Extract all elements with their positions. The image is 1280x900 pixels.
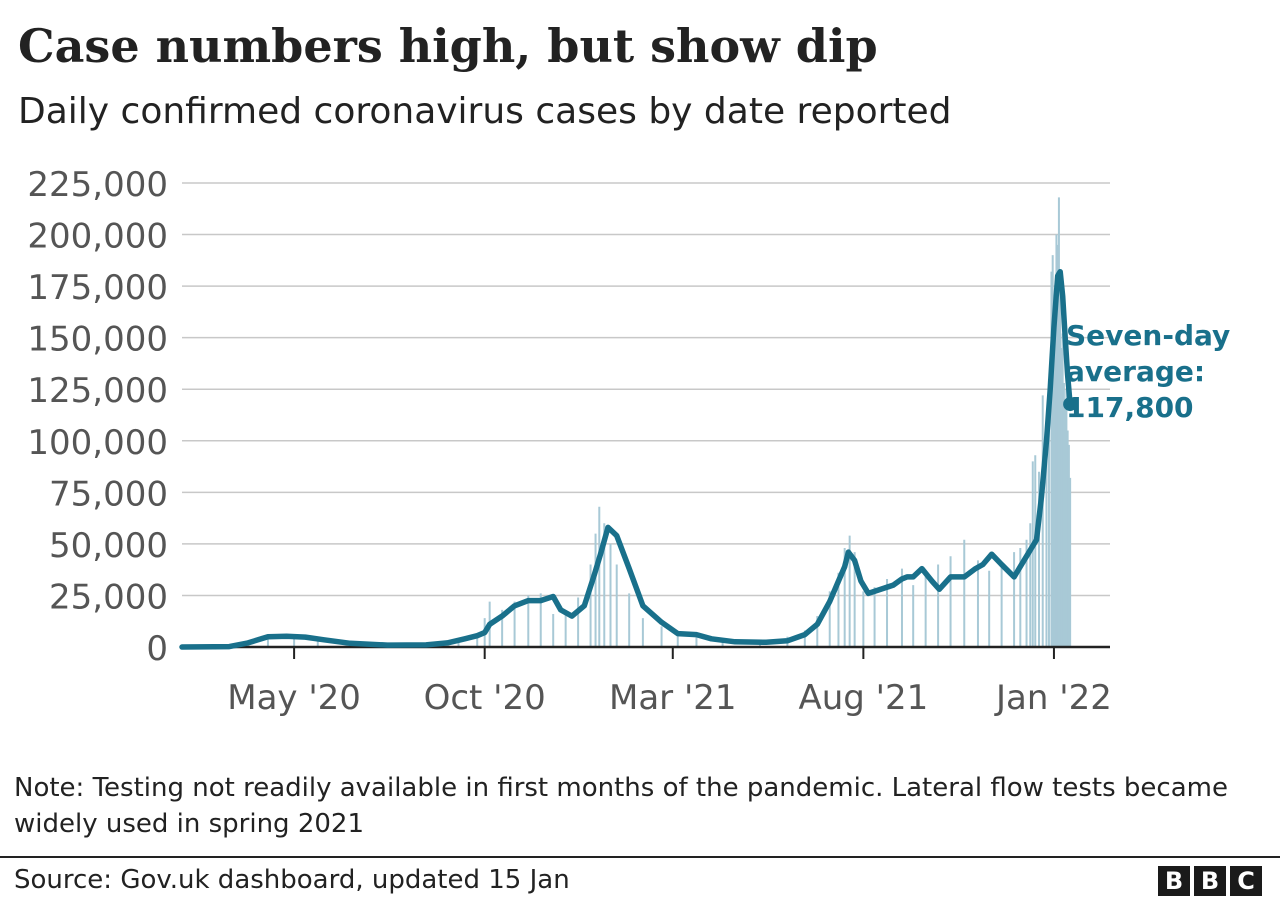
y-tick-label: 25,000 [49, 577, 168, 617]
y-tick-label: 175,000 [27, 268, 168, 308]
footer-divider [0, 856, 1280, 858]
x-tick-label: May '20 [227, 678, 361, 718]
y-tick-label: 200,000 [27, 217, 168, 257]
annotation-line-3: 117,800 [1066, 391, 1194, 424]
bbc-logo: B B C [1158, 866, 1262, 896]
axes: 0 25,000 50,000 75,000 100,000 125,000 150,000… [27, 165, 1111, 718]
chart-title: Case numbers high, but show dip [18, 19, 878, 73]
chart: 0 25,000 50,000 75,000 100,000 125,000 150,000… [27, 165, 1111, 718]
x-tick-label: Aug '21 [798, 678, 928, 718]
seven-day-average-line [179, 268, 1078, 650]
logo-letter: B [1158, 866, 1190, 896]
seven-day-average-path [179, 268, 1073, 650]
source-text: Source: Gov.uk dashboard, updated 15 Jan [14, 865, 570, 895]
chart-subtitle: Daily confirmed coronavirus cases by dat… [18, 91, 952, 132]
annotation-line-1: Seven-day [1066, 319, 1231, 352]
footnote: Note: Testing not readily available in f… [14, 773, 1228, 839]
y-tick-label: 225,000 [27, 165, 168, 205]
annotation-line-2: average: [1066, 355, 1206, 388]
y-tick-label: 100,000 [27, 423, 168, 463]
x-tick-label: Mar '21 [609, 678, 737, 718]
y-tick-label: 150,000 [27, 320, 168, 360]
x-tick-label: Oct '20 [424, 678, 546, 718]
logo-letter: B [1194, 866, 1226, 896]
latest-value-marker [1063, 397, 1078, 412]
x-tick-label: Jan '22 [994, 678, 1112, 718]
y-tick-label: 75,000 [49, 474, 168, 514]
logo-letter: C [1230, 866, 1262, 896]
y-tick-label: 125,000 [27, 371, 168, 411]
y-tick-label: 0 [146, 629, 168, 669]
y-tick-label: 50,000 [49, 526, 168, 566]
gridlines [182, 182, 1110, 597]
